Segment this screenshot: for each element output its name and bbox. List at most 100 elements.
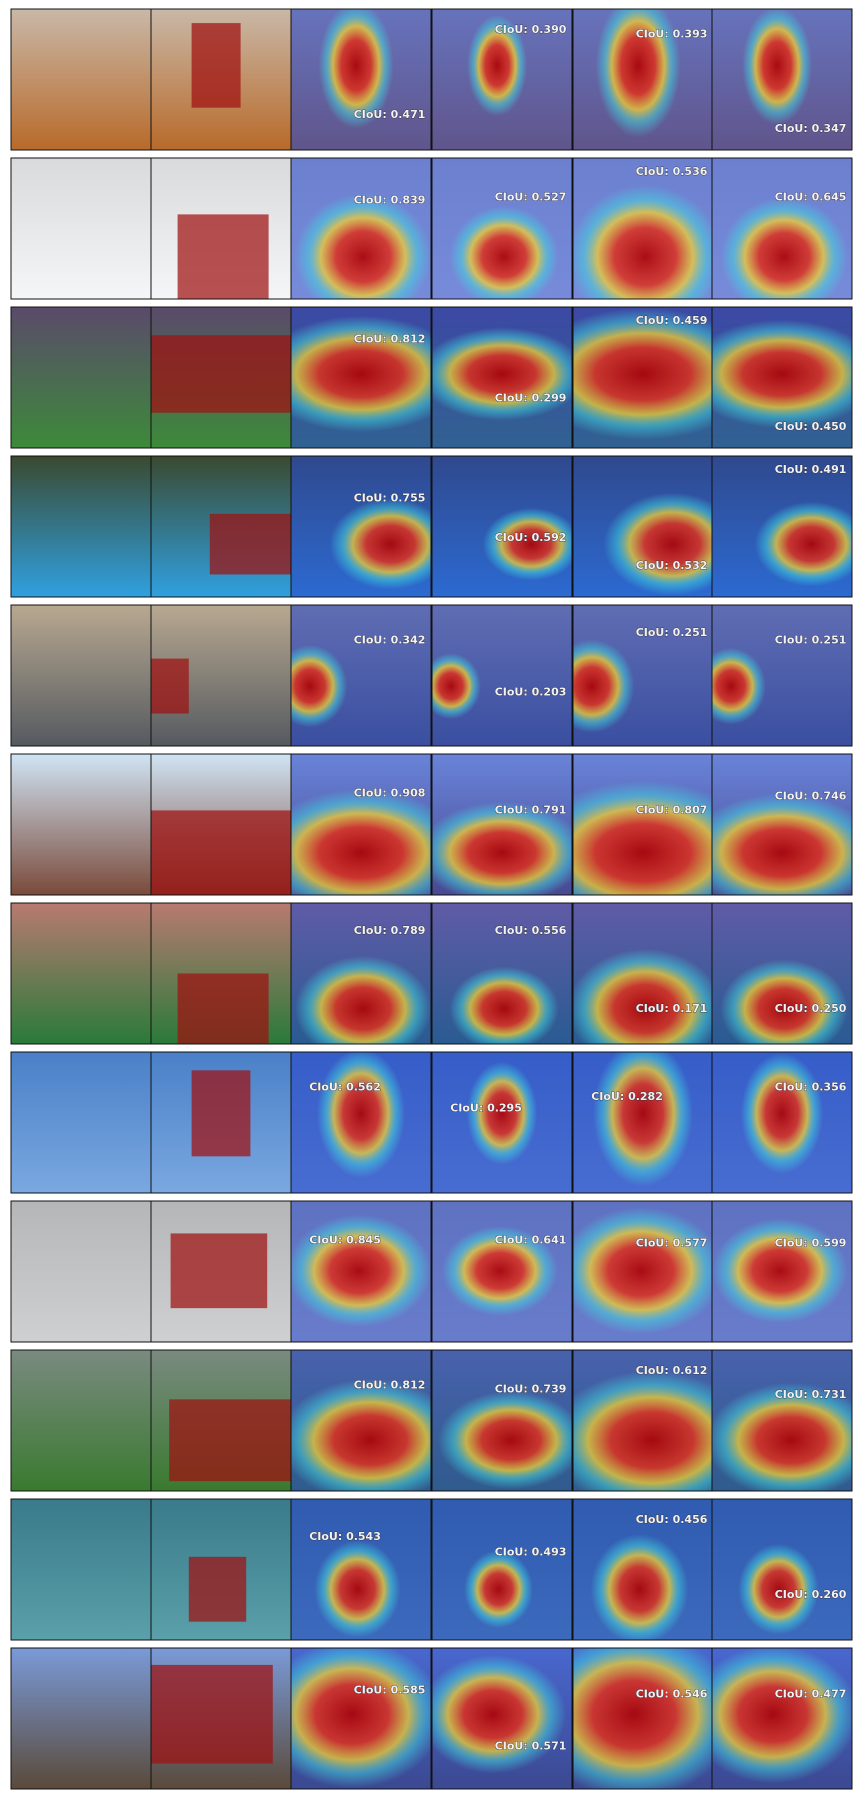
heatmap-blob (438, 1391, 572, 1490)
image-background (11, 9, 151, 150)
figure-row: CIoU: 0.845 CIoU: 0.641 CIoU: 0.577 CIoU: 0… (10, 1200, 853, 1343)
input-image (10, 753, 152, 896)
ciou-label: CIoU: 0.393 (636, 27, 708, 40)
ciou-label: CIoU: 0.390 (495, 23, 567, 36)
image-border (290, 902, 432, 1045)
heatmap-image: CIoU: 0.282 (572, 1051, 714, 1194)
image-border (711, 8, 853, 151)
heatmap-image: CIoU: 0.812 (290, 306, 432, 449)
heatmap-image: CIoU: 0.789 (290, 902, 432, 1045)
heatmap-blob (738, 1543, 819, 1635)
ground-truth-image (150, 1051, 292, 1194)
image-border (290, 1349, 432, 1492)
ciou-label: CIoU: 0.356 (775, 1080, 847, 1093)
heatmap-image: CIoU: 0.746 (711, 753, 853, 896)
image-border (711, 1647, 853, 1790)
heatmap-blob (573, 1370, 713, 1491)
image-border (711, 1498, 853, 1641)
image-background (11, 307, 151, 448)
ground-truth-box (209, 513, 291, 575)
heatmap-image: CIoU: 0.562 (290, 1051, 432, 1194)
heatmap-image: CIoU: 0.493 (431, 1498, 573, 1641)
ciou-label: CIoU: 0.260 (775, 1588, 847, 1601)
input-image (10, 157, 152, 300)
ciou-label: CIoU: 0.556 (495, 924, 567, 937)
image-border (290, 8, 432, 151)
ciou-label: CIoU: 0.546 (636, 1688, 708, 1701)
image-border (431, 1200, 573, 1343)
heatmap-image: CIoU: 0.585 (290, 1647, 432, 1790)
heatmap-blob (740, 1053, 824, 1174)
image-border (431, 455, 573, 598)
heatmap-blob (712, 1218, 848, 1324)
ciou-label: CIoU: 0.459 (636, 314, 708, 327)
heatmap-blob (573, 780, 713, 895)
heatmap-image: CIoU: 0.536 (572, 157, 714, 300)
image-border (290, 1647, 432, 1790)
heatmap-blob (595, 9, 681, 138)
image-background (11, 903, 151, 1044)
ground-truth-box (151, 658, 189, 714)
ciou-label: CIoU: 0.571 (495, 1740, 567, 1753)
input-image (10, 1498, 152, 1641)
ciou-label: CIoU: 0.342 (354, 633, 426, 646)
heatmap-blob (294, 955, 431, 1044)
image-border (711, 1349, 853, 1492)
heatmap-blob (573, 948, 713, 1044)
ciou-label: CIoU: 0.295 (450, 1101, 522, 1114)
image-background (11, 1648, 151, 1789)
input-image (10, 306, 152, 449)
heatmap-blob (432, 1655, 566, 1774)
heatmap-image: CIoU: 0.295 (431, 1051, 573, 1194)
heatmap-blob (573, 1207, 713, 1335)
heatmap-blob (432, 653, 481, 720)
ground-truth-image (150, 157, 292, 300)
heatmap-blob (573, 184, 713, 299)
ciou-label: CIoU: 0.536 (636, 165, 708, 178)
ciou-label: CIoU: 0.450 (775, 420, 847, 433)
heatmap-blob (593, 1052, 693, 1187)
heatmap-image: CIoU: 0.845 (290, 1200, 432, 1343)
ground-truth-box (191, 23, 241, 108)
image-border (711, 753, 853, 896)
heatmap-blob (712, 647, 766, 725)
heatmap-blob (754, 501, 852, 587)
ciou-label: CIoU: 0.755 (354, 491, 426, 504)
image-background (11, 754, 151, 895)
figure-row: CIoU: 0.585 CIoU: 0.571 CIoU: 0.546 CIoU: 0… (10, 1647, 853, 1790)
image-background (11, 456, 151, 597)
image-border (431, 8, 573, 151)
heatmap-image: CIoU: 0.471 (290, 8, 432, 151)
heatmap-blob (449, 966, 559, 1044)
heatmap-image: CIoU: 0.571 (431, 1647, 573, 1790)
heatmap-blob (318, 9, 394, 129)
ground-truth-box (151, 810, 291, 895)
ground-truth-image (150, 1349, 292, 1492)
input-image (10, 604, 152, 747)
image-border (431, 157, 573, 300)
heatmap-image: CIoU: 0.791 (431, 753, 573, 896)
heatmap-image: CIoU: 0.456 (572, 1498, 714, 1641)
ciou-label: CIoU: 0.171 (636, 1002, 708, 1015)
image-border (711, 306, 853, 449)
heatmap-blob (466, 1061, 538, 1165)
input-image (10, 902, 152, 1045)
image-border (290, 455, 432, 598)
image-border (290, 1498, 432, 1641)
heatmap-blob (291, 644, 348, 728)
heatmap-image: CIoU: 0.527 (431, 157, 573, 300)
heatmap-image: CIoU: 0.641 (431, 1200, 573, 1343)
ciou-label: CIoU: 0.739 (495, 1382, 567, 1395)
image-border (711, 902, 853, 1045)
heatmap-image: CIoU: 0.908 (290, 753, 432, 896)
ciou-label: CIoU: 0.543 (309, 1530, 381, 1543)
image-border (431, 1647, 573, 1790)
figure-row: CIoU: 0.789 CIoU: 0.556 CIoU: 0.171 CIoU: 0… (10, 902, 853, 1045)
ciou-label: CIoU: 0.645 (775, 190, 847, 203)
heatmap-blob (742, 9, 813, 125)
ciou-label: CIoU: 0.493 (495, 1546, 567, 1559)
ciou-label: CIoU: 0.577 (636, 1236, 708, 1249)
image-background (11, 158, 151, 299)
input-image (10, 1051, 152, 1194)
ciou-label: CIoU: 0.250 (775, 1002, 847, 1015)
